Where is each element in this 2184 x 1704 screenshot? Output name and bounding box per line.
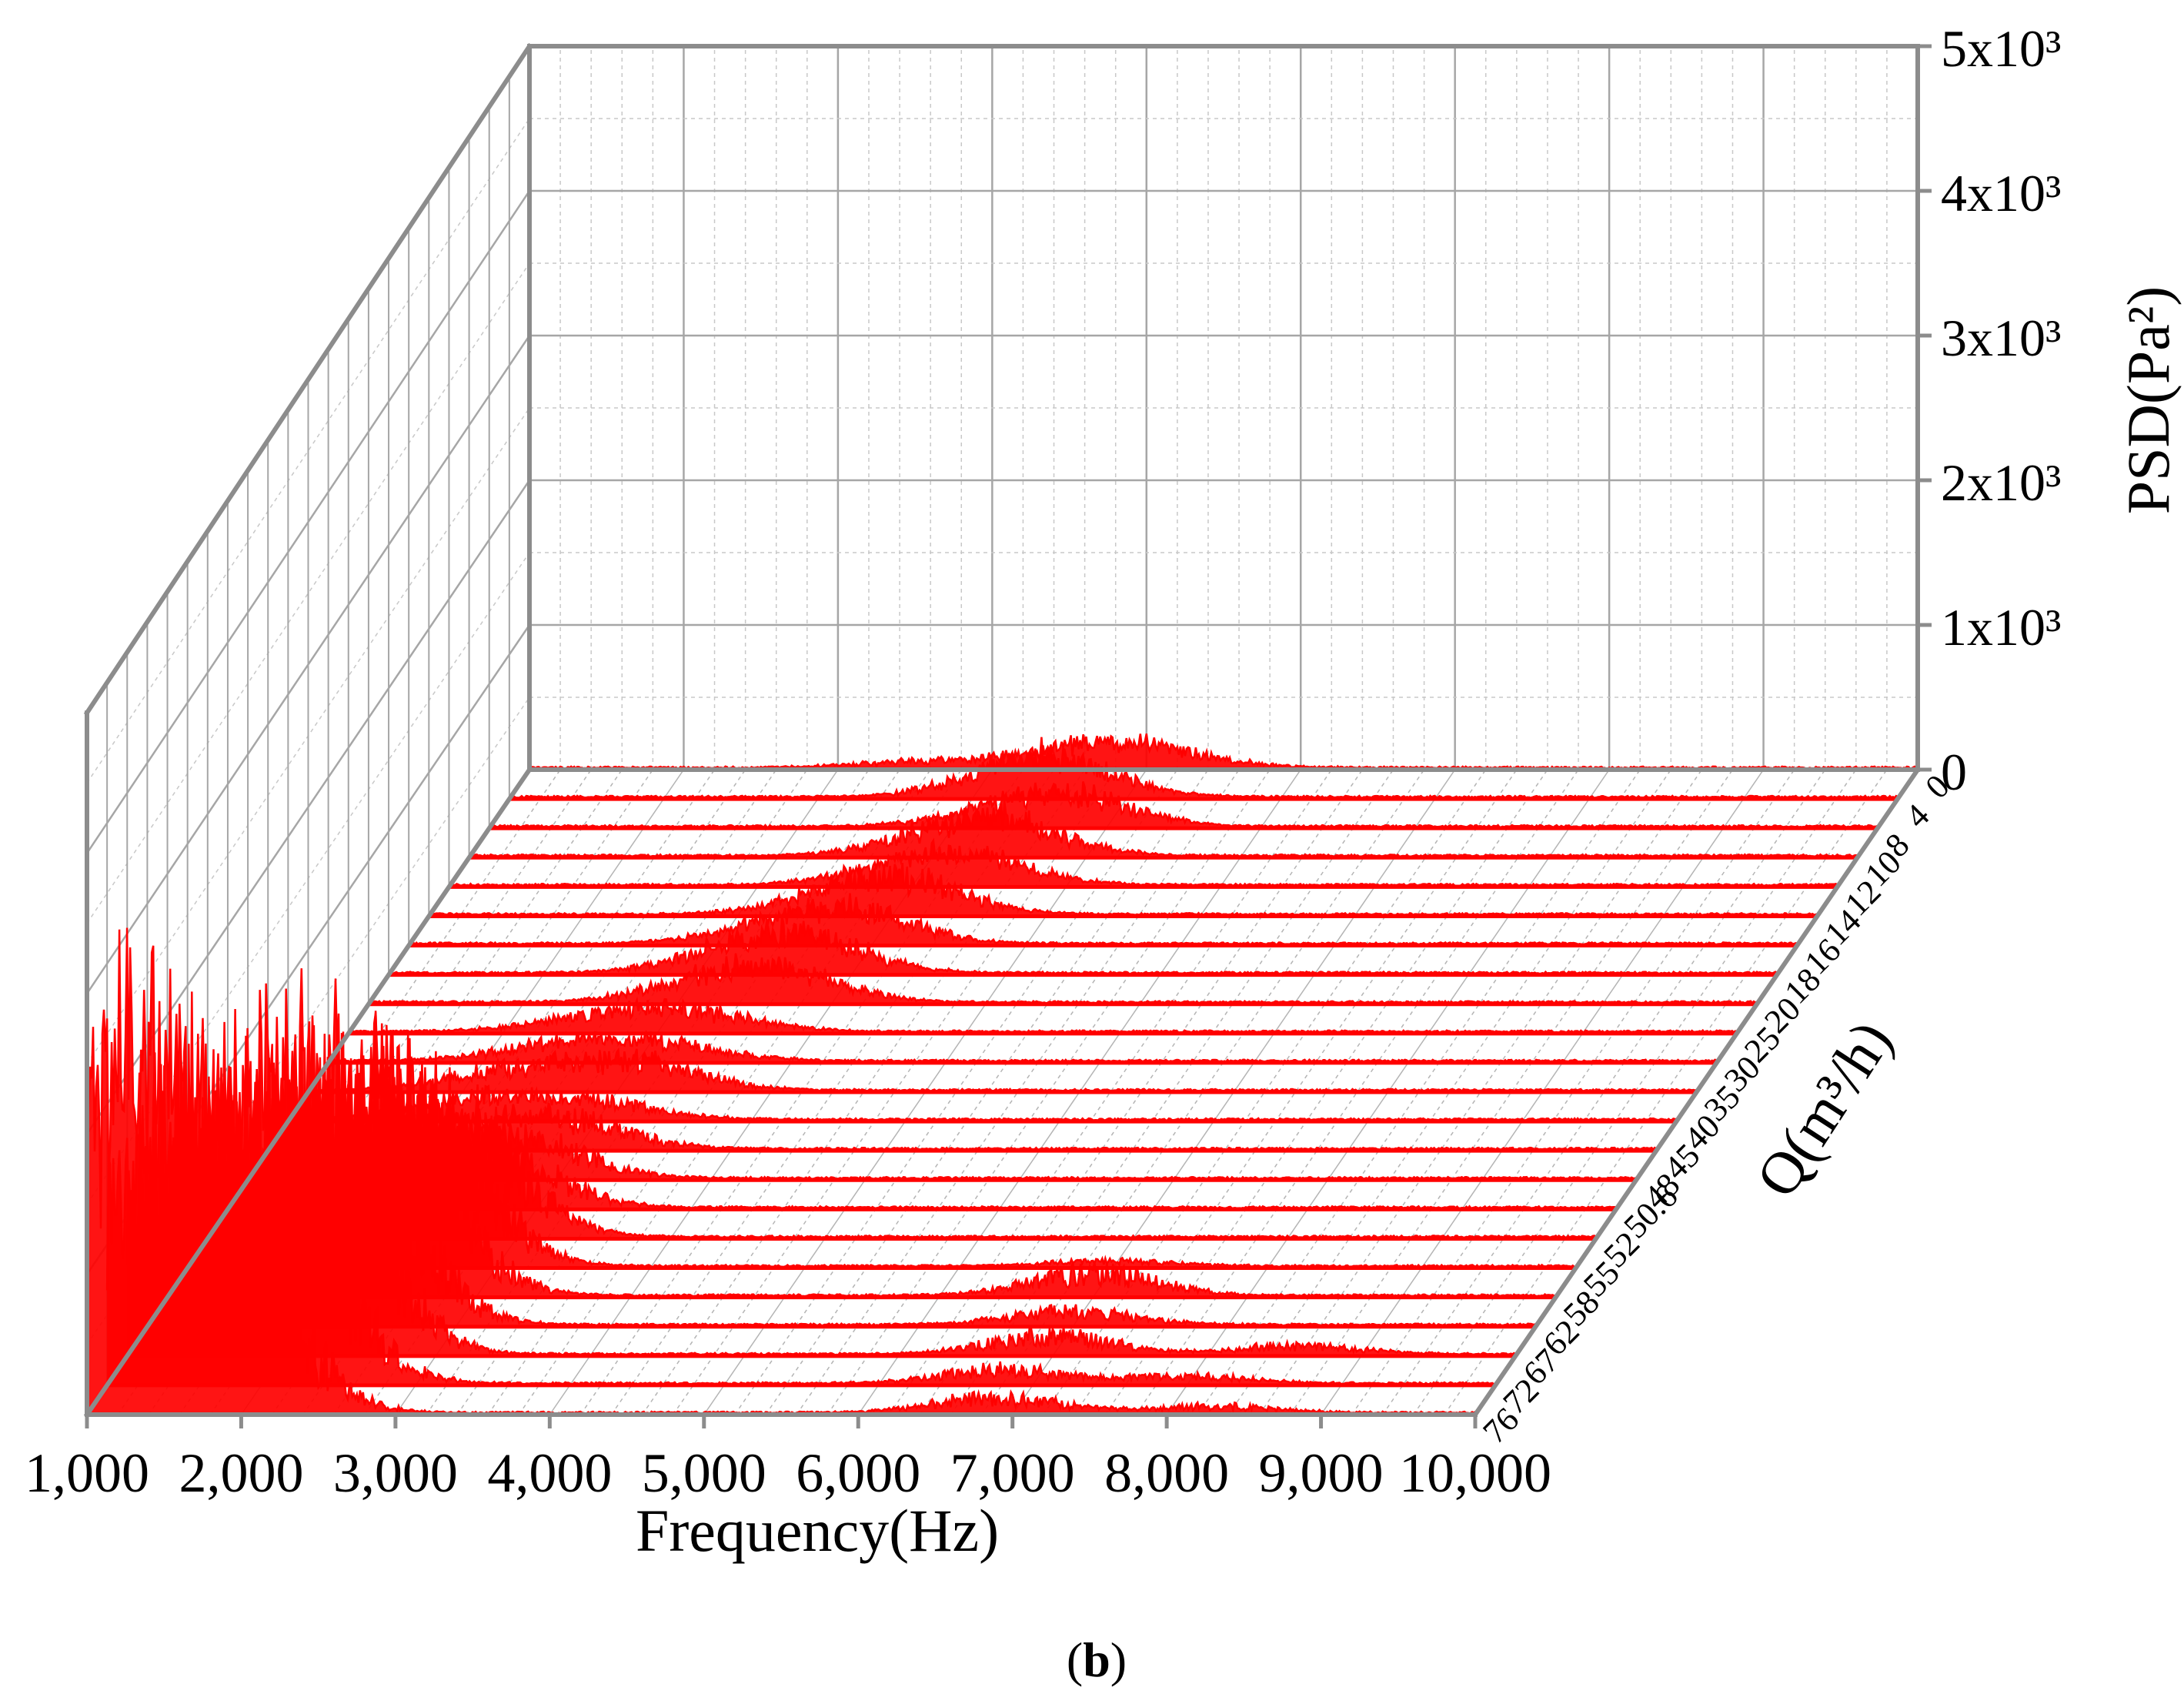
q-tick-label: 4 [1898,797,1936,835]
caption-open: ( [1067,1632,1083,1687]
x-tick-label: 10,000 [1399,1442,1551,1504]
z-tick-label: 0 [1941,743,1967,801]
series-fill-q-0 [529,733,1918,770]
series-group [85,733,1919,1417]
series-line-q-30 [327,1030,1718,1064]
series-fill-q-35 [308,1048,1697,1092]
z-tick-label: 3x10³ [1941,309,2061,367]
z-axis-title-group: PSD(Pa²) [2115,286,2182,514]
series-line-q-0 [529,733,1919,770]
x-tick-label: 1,000 [25,1442,149,1504]
series-line-q-4 [509,737,1898,800]
z-tick-label: 5x10³ [1941,19,2061,78]
z-tick-label: 4x10³ [1941,164,2061,222]
left-wall-hgrid [86,262,530,924]
series-fill-q-45 [268,1103,1657,1151]
series-fill-q-16 [409,893,1798,946]
caption-letter: b [1083,1632,1110,1687]
frame-edge [83,42,533,717]
series-fill-q-30 [328,1031,1717,1063]
series-fill-q-40 [288,1086,1677,1122]
x-tick-label: 7,000 [950,1442,1075,1504]
z-tick-label: 2x10³ [1941,453,2061,512]
frame-edge [1471,766,1922,1418]
x-axis-title: Frequency(Hz) [636,1497,999,1564]
series-fill-q-20 [368,953,1757,1004]
figure-caption: (b) [1067,1632,1127,1687]
x-tick-label: 6,000 [796,1442,920,1504]
series-line-q-20 [368,953,1758,1005]
series-line-q-8 [489,781,1878,829]
x-tick-label: 4,000 [487,1442,612,1504]
x-tick-label: 8,000 [1104,1442,1229,1504]
series-fill-q-14 [429,863,1818,917]
x-tick-label: 5,000 [642,1442,766,1504]
series-line-q-14 [428,863,1818,917]
x-tick-label: 9,000 [1259,1442,1384,1504]
z-tick-label: 1x10³ [1941,598,2061,657]
frame-edge [83,766,533,1418]
series-fill-q-12 [449,840,1838,887]
caption-close: ) [1110,1632,1127,1687]
series-line-q-67 [126,968,1516,1356]
series-line-q-16 [408,893,1798,946]
x-tick-label: 2,000 [179,1442,303,1504]
series-line-q-58 [166,978,1556,1298]
x-tick-label: 3,000 [333,1442,458,1504]
z-axis-title: PSD(Pa²) [2115,286,2182,514]
series-fill-q-48 [248,1114,1637,1181]
series-line-q-12 [448,837,1838,887]
series-line-q-76 [85,927,1476,1415]
left-wall-hgrid [86,118,530,784]
series-fill-q-76 [87,927,1475,1415]
axis-frame [83,42,1932,1428]
